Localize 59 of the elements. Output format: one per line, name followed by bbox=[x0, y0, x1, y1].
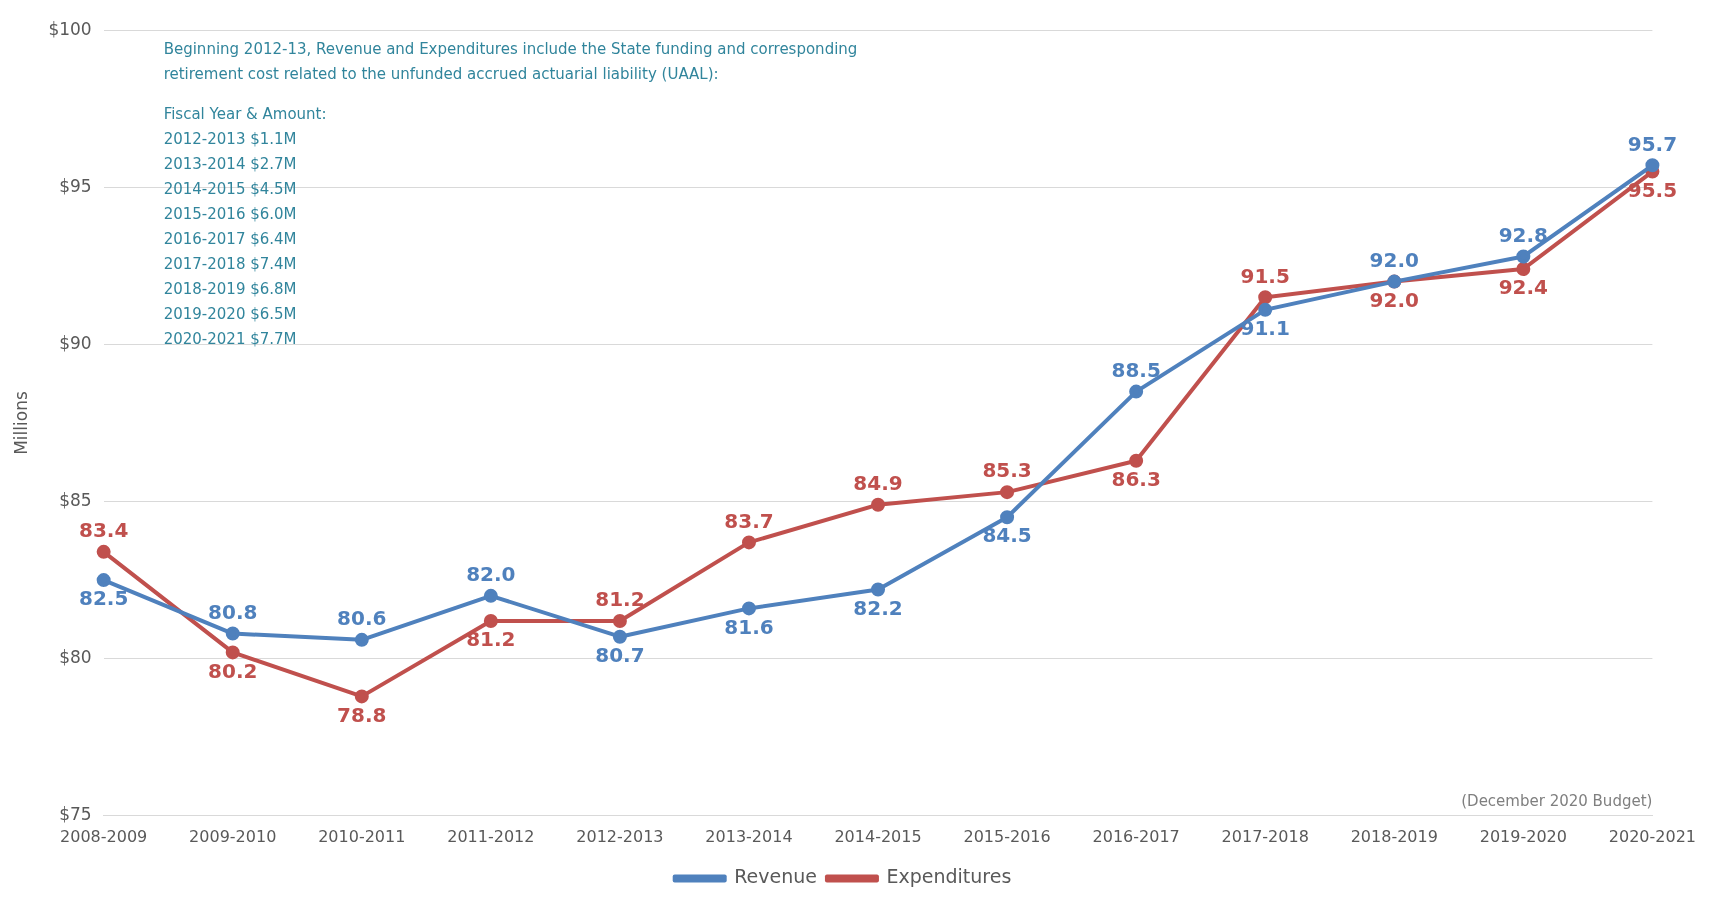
annotation: 2017-2018 $7.4M bbox=[163, 254, 297, 273]
data-label: 80.6 bbox=[337, 606, 387, 631]
annotation: 2018-2019 $6.8M bbox=[163, 279, 297, 298]
annotation: 2015-2016 $6.0M bbox=[163, 204, 297, 223]
data-label: 80.2 bbox=[208, 658, 258, 683]
x-tick-label: 2011-2012 bbox=[447, 826, 535, 846]
annotation: (December 2020 Budget) bbox=[1461, 792, 1653, 811]
data-label: 84.9 bbox=[853, 470, 903, 495]
y-axis-title: Millions bbox=[10, 391, 31, 455]
x-tick-label: 2017-2018 bbox=[1221, 826, 1309, 846]
x-tick-label: 2014-2015 bbox=[834, 826, 922, 846]
legend-label: Revenue bbox=[734, 865, 817, 888]
annotation: 2019-2020 $6.5M bbox=[163, 304, 297, 323]
annotation: 2016-2017 $6.4M bbox=[163, 229, 297, 248]
data-label: 88.5 bbox=[1111, 357, 1161, 382]
annotation: 2014-2015 $4.5M bbox=[163, 179, 297, 198]
x-tick-label: 2018-2019 bbox=[1350, 826, 1438, 846]
annotation: retirement cost related to the unfunded accrued actuarial liability (UAAL): bbox=[163, 64, 719, 83]
legend-label: Expenditures bbox=[886, 865, 1012, 888]
data-label: 95.7 bbox=[1627, 131, 1678, 156]
data-label: 78.8 bbox=[337, 702, 387, 727]
annotation: 2012-2013 $1.1M bbox=[163, 129, 297, 148]
data-label: 82.0 bbox=[466, 562, 516, 587]
data-label: 82.5 bbox=[78, 586, 129, 611]
annotation: 2020-2021 $7.7M bbox=[163, 329, 297, 348]
data-label: 81.2 bbox=[595, 587, 645, 612]
data-label: 80.7 bbox=[595, 642, 645, 667]
y-tick-label: $100 bbox=[48, 18, 92, 39]
data-label: 92.8 bbox=[1498, 222, 1549, 247]
x-tick-label: 2016-2017 bbox=[1092, 826, 1180, 846]
x-tick-label: 2019-2020 bbox=[1479, 826, 1567, 846]
x-tick-label: 2012-2013 bbox=[576, 826, 664, 846]
annotation: Fiscal Year & Amount: bbox=[163, 104, 327, 123]
data-label: 81.2 bbox=[466, 627, 516, 652]
x-tick-label: 2020-2021 bbox=[1608, 826, 1696, 846]
y-tick-label: $85 bbox=[59, 489, 92, 510]
y-tick-label: $75 bbox=[59, 804, 92, 825]
data-label: 92.0 bbox=[1369, 247, 1419, 272]
data-label: 80.8 bbox=[208, 599, 258, 624]
x-tick-label: 2010-2011 bbox=[318, 826, 406, 846]
data-label: 85.3 bbox=[982, 458, 1032, 483]
data-label: 82.2 bbox=[853, 595, 903, 620]
y-tick-label: $95 bbox=[59, 175, 92, 196]
x-tick-label: 2008-2009 bbox=[60, 826, 148, 846]
data-label: 83.4 bbox=[78, 518, 129, 543]
annotation: Beginning 2012-13, Revenue and Expenditures include the State funding and corresponding bbox=[163, 39, 858, 58]
data-label: 91.5 bbox=[1240, 263, 1290, 288]
data-label: 92.0 bbox=[1369, 287, 1419, 312]
x-tick-label: 2015-2016 bbox=[963, 826, 1051, 846]
x-tick-label: 2013-2014 bbox=[705, 826, 793, 846]
y-tick-label: $80 bbox=[59, 647, 92, 668]
y-tick-label: $90 bbox=[59, 332, 92, 353]
x-tick-label: 2009-2010 bbox=[189, 826, 277, 846]
data-label: 84.5 bbox=[982, 523, 1032, 548]
data-label: 81.6 bbox=[724, 614, 774, 639]
data-label: 86.3 bbox=[1111, 466, 1161, 491]
data-label: 83.7 bbox=[724, 508, 774, 533]
data-label: 92.4 bbox=[1498, 275, 1549, 300]
annotation: 2013-2014 $2.7M bbox=[163, 154, 297, 173]
